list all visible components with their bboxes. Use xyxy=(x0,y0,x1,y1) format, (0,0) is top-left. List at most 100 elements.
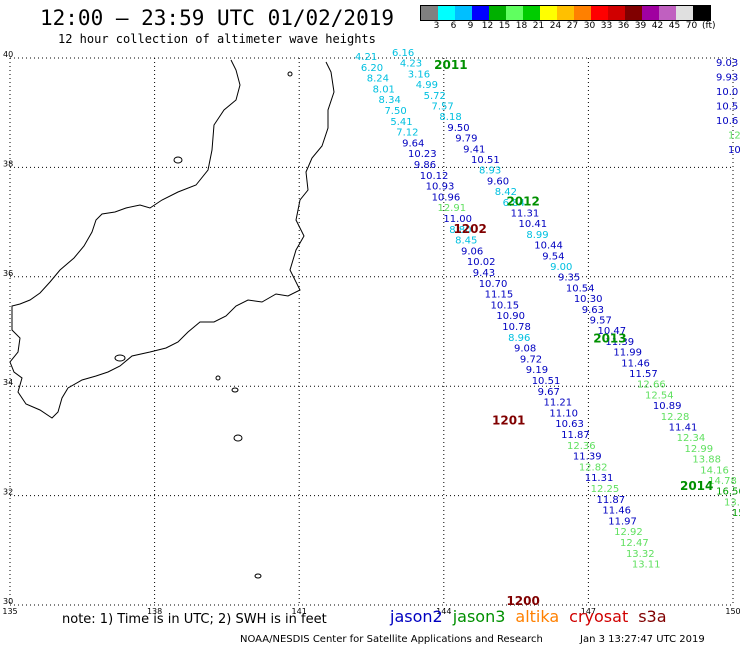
swh-value: 12.47 xyxy=(620,538,649,549)
time-label: 2011 xyxy=(434,58,467,72)
credit-date: Jan 3 13:27:47 UTC 2019 xyxy=(580,634,705,645)
swh-value: 8.45 xyxy=(455,236,477,247)
swh-value: 12.34 xyxy=(677,433,706,444)
legend-item-s3a: s3a xyxy=(638,607,667,626)
colorbar-label: 30 xyxy=(583,21,596,31)
swh-value: 9.63 xyxy=(582,305,604,316)
swh-value: 10.41 xyxy=(518,219,547,230)
swh-value: 10.12 xyxy=(420,171,449,182)
swh-value: 9.43 xyxy=(473,268,495,279)
lon-tick-label: 150 xyxy=(725,607,740,616)
swh-value: 9.64 xyxy=(402,138,424,149)
colorbar-label: 27 xyxy=(566,21,579,31)
swh-value: 5.72 xyxy=(424,91,446,102)
colorbar-swatch xyxy=(523,6,540,20)
swh-value: 12 xyxy=(728,131,740,142)
satellite-legend: jason2 jason3 altika cryosat s3a xyxy=(390,607,677,626)
colorbar-swatch xyxy=(438,6,455,20)
swh-value: 7.12 xyxy=(396,128,418,139)
colorbar-swatch xyxy=(421,6,438,20)
lat-tick-label: 30 xyxy=(3,597,13,606)
colorbar-swatch xyxy=(625,6,642,20)
island-outline xyxy=(254,573,262,579)
colorbar-label: 39 xyxy=(634,21,647,31)
colorbar-swatch xyxy=(506,6,523,20)
page-title: 12:00 – 23:59 UTC 01/02/2019 xyxy=(40,6,395,30)
swh-value: 9.60 xyxy=(487,176,509,187)
colorbar-swatch xyxy=(608,6,625,20)
swh-value: 10.47 xyxy=(598,326,627,337)
swh-value: 9.06 xyxy=(461,246,483,257)
colorbar-label: 15 xyxy=(498,21,511,31)
island-outline xyxy=(287,71,293,77)
colorbar-swatch xyxy=(642,6,659,20)
colorbar-label: 70 xyxy=(685,21,698,31)
swh-value: 9.03 xyxy=(716,58,738,69)
swh-value: 4.99 xyxy=(416,80,438,91)
colorbar-swatch xyxy=(574,6,591,20)
colorbar-label: 12 xyxy=(481,21,494,31)
lat-tick-label: 36 xyxy=(3,269,13,278)
colorbar-swatch xyxy=(557,6,574,20)
swh-value: 11.57 xyxy=(629,369,658,380)
colorbar-swatch xyxy=(540,6,557,20)
colorbar-swatch xyxy=(472,6,489,20)
colorbar-unit: (ft) xyxy=(702,21,716,31)
swh-value: 7.57 xyxy=(432,102,454,113)
swh-value: 8.93 xyxy=(479,166,501,177)
swh-value: 9.08 xyxy=(514,344,536,355)
swh-value: 12.82 xyxy=(579,462,608,473)
colorbar-label: 3 xyxy=(433,21,440,31)
swh-value: 10.5 xyxy=(716,102,738,113)
swh-value: 4.21 xyxy=(355,52,377,63)
swh-value: 11.87 xyxy=(596,495,625,506)
swh-value: 10.44 xyxy=(534,241,563,252)
colorbar-swatch xyxy=(591,6,608,20)
swh-value: 13.32 xyxy=(626,549,655,560)
lat-tick-label: 38 xyxy=(3,159,13,168)
lat-tick-label: 32 xyxy=(3,488,13,497)
lon-tick-label: 135 xyxy=(2,607,17,616)
island-outline xyxy=(233,434,243,442)
island-outline xyxy=(231,387,239,393)
swh-value: 6.16 xyxy=(392,48,414,59)
swh-value: 10.51 xyxy=(471,155,500,166)
page-subtitle: 12 hour collection of altimeter wave hei… xyxy=(58,32,376,46)
legend-item-jason2: jason2 xyxy=(390,607,443,626)
swh-value: 9.54 xyxy=(542,251,564,262)
lon-tick-label: 147 xyxy=(581,607,596,616)
swh-value: 9.79 xyxy=(455,134,477,145)
japan-coastline xyxy=(9,59,335,419)
swh-value: 11.00 xyxy=(443,214,472,225)
lon-tick-label: 141 xyxy=(292,607,307,616)
swh-value: 10.6 xyxy=(716,116,738,127)
swh-value: 11.46 xyxy=(621,358,650,369)
swh-value: 7.50 xyxy=(384,106,406,117)
colorbar-label: 45 xyxy=(668,21,681,31)
time-label: 1201 xyxy=(492,413,525,427)
swh-value: 10.90 xyxy=(496,311,525,322)
swh-value: 11.21 xyxy=(543,398,572,409)
colorbar-label: 6 xyxy=(450,21,457,31)
swh-value: 8.18 xyxy=(439,112,461,123)
swh-value: 10.96 xyxy=(432,192,461,203)
swh-value: 12.91 xyxy=(437,203,466,214)
swh-value: 8.01 xyxy=(373,84,395,95)
time-label: 2012 xyxy=(506,195,539,209)
swh-value: 10.70 xyxy=(479,279,508,290)
lat-tick-label: 40 xyxy=(3,50,13,59)
swh-value: 8.34 xyxy=(379,95,401,106)
footer-note: note: 1) Time is in UTC; 2) SWH is in fe… xyxy=(62,612,327,627)
swh-value: 14.16 xyxy=(700,465,729,476)
swh-value: 6.84 xyxy=(503,198,525,209)
swh-value: 15.24 xyxy=(732,508,740,519)
swh-value: 11.39 xyxy=(605,337,634,348)
swh-value: 11.97 xyxy=(608,516,637,527)
swh-value: 10.02 xyxy=(467,257,496,268)
swh-value: 10.89 xyxy=(653,401,682,412)
colorbar-label: 21 xyxy=(532,21,545,31)
swh-value: 9.93 xyxy=(716,73,738,84)
colorbar-swatch xyxy=(693,6,710,20)
swh-value: 10.51 xyxy=(532,376,561,387)
